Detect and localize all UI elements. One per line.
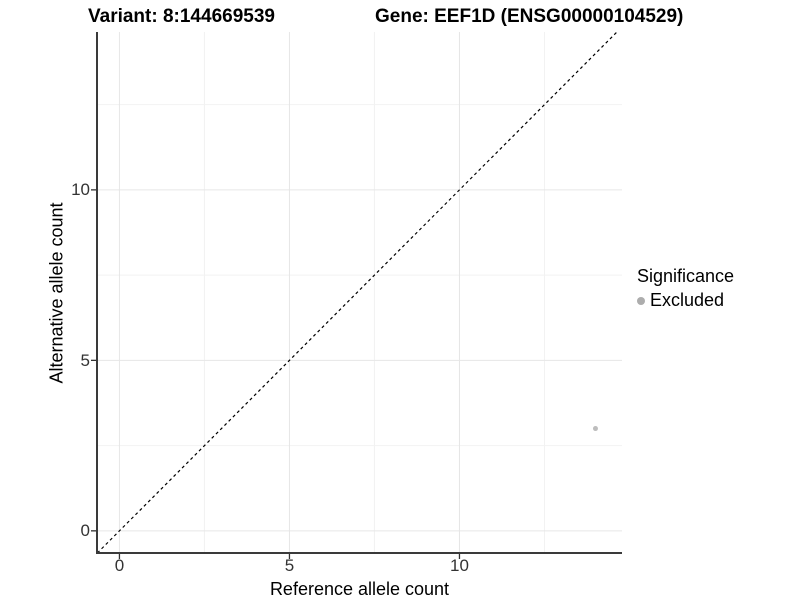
x-tick-label-0: 0 bbox=[114, 556, 125, 575]
legend-item-label: Excluded bbox=[650, 290, 725, 310]
variant-title: Variant: 8:144669539 bbox=[88, 6, 275, 27]
legend-title: Significance bbox=[637, 266, 735, 286]
x-axis-title: Reference allele count bbox=[269, 579, 450, 599]
axis-lines bbox=[96, 32, 622, 554]
excluded-point-icon bbox=[637, 296, 645, 305]
x-tick-label-10: 10 bbox=[450, 556, 469, 575]
x-tick-label-5: 5 bbox=[284, 556, 295, 575]
data-point bbox=[592, 426, 598, 432]
identity-dashed-line bbox=[96, 31, 618, 554]
gene-title: Gene: EEF1D (ENSG00000104529) bbox=[375, 6, 684, 27]
legend: Significance Excluded bbox=[637, 266, 734, 311]
y-tick-label-0: 0 bbox=[80, 521, 90, 540]
y-tick-label-10: 10 bbox=[71, 180, 90, 199]
y-tick-label-5: 5 bbox=[80, 350, 90, 370]
y-axis-title: Alternative allele count bbox=[46, 202, 67, 384]
legend-item-excluded: Excluded bbox=[637, 290, 734, 311]
